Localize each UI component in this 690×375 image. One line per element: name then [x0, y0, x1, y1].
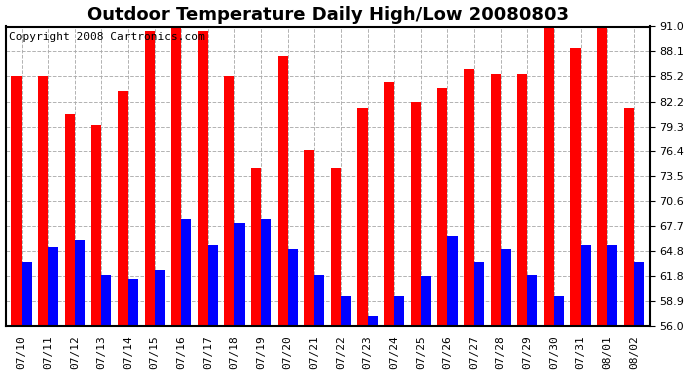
- Bar: [224, 76, 235, 326]
- Bar: [91, 125, 101, 326]
- Bar: [75, 240, 85, 326]
- Bar: [597, 27, 607, 326]
- Bar: [48, 247, 58, 326]
- Bar: [208, 244, 218, 326]
- Bar: [144, 31, 155, 326]
- Text: Copyright 2008 Cartronics.com: Copyright 2008 Cartronics.com: [9, 33, 204, 42]
- Bar: [411, 102, 421, 326]
- Bar: [491, 74, 501, 326]
- Bar: [357, 108, 368, 326]
- Bar: [288, 249, 298, 326]
- Bar: [544, 27, 554, 326]
- Bar: [437, 88, 447, 326]
- Bar: [331, 168, 341, 326]
- Bar: [304, 150, 315, 326]
- Bar: [571, 48, 580, 326]
- Bar: [251, 168, 261, 326]
- Bar: [101, 274, 112, 326]
- Bar: [277, 57, 288, 326]
- Bar: [554, 296, 564, 326]
- Bar: [65, 114, 75, 326]
- Bar: [181, 219, 191, 326]
- Bar: [198, 31, 208, 326]
- Bar: [633, 262, 644, 326]
- Bar: [155, 270, 165, 326]
- Bar: [384, 82, 394, 326]
- Bar: [580, 244, 591, 326]
- Bar: [421, 276, 431, 326]
- Bar: [128, 279, 138, 326]
- Bar: [315, 274, 324, 326]
- Bar: [447, 236, 457, 326]
- Bar: [624, 108, 633, 326]
- Bar: [12, 76, 21, 326]
- Bar: [518, 74, 527, 326]
- Bar: [261, 219, 271, 326]
- Bar: [235, 223, 244, 326]
- Bar: [118, 91, 128, 326]
- Bar: [171, 22, 181, 326]
- Bar: [368, 316, 377, 326]
- Bar: [501, 249, 511, 326]
- Bar: [607, 244, 618, 326]
- Bar: [464, 69, 474, 326]
- Bar: [394, 296, 404, 326]
- Bar: [527, 274, 538, 326]
- Title: Outdoor Temperature Daily High/Low 20080803: Outdoor Temperature Daily High/Low 20080…: [87, 6, 569, 24]
- Bar: [38, 76, 48, 326]
- Bar: [21, 262, 32, 326]
- Bar: [474, 262, 484, 326]
- Bar: [341, 296, 351, 326]
